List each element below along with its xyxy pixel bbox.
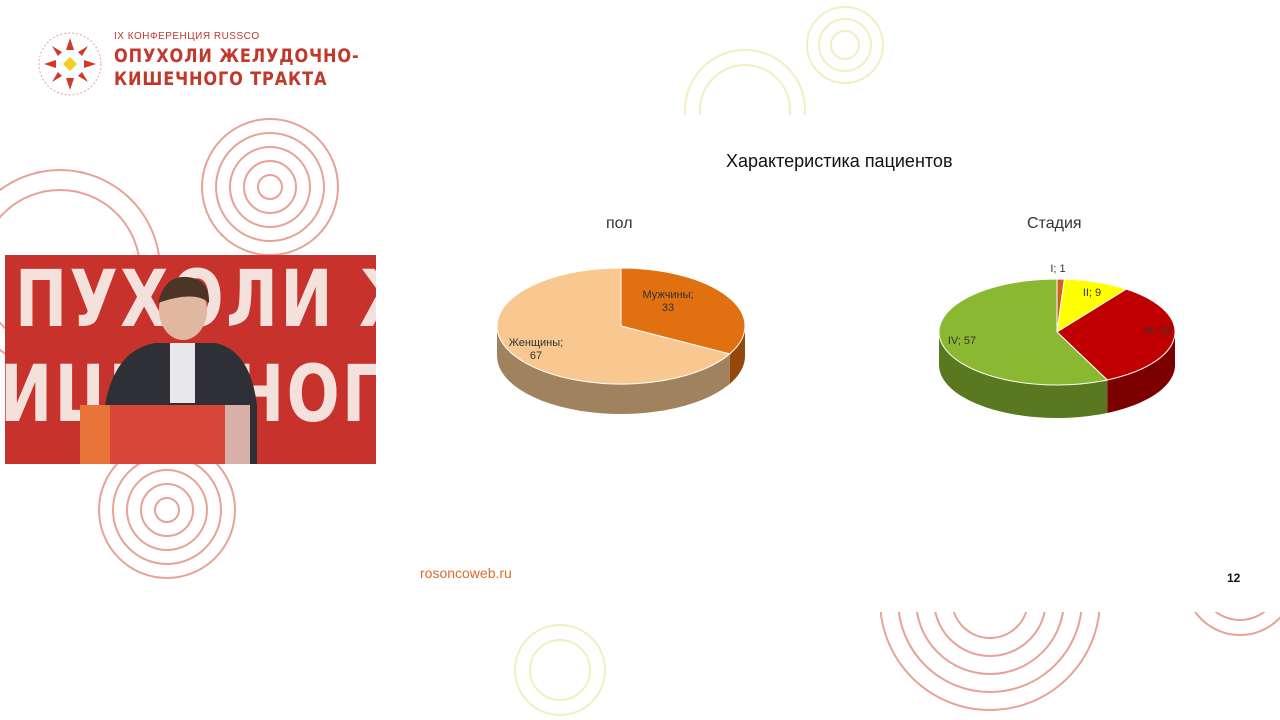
pie-side-Женщины bbox=[497, 326, 730, 414]
data-label-II: II; 9 bbox=[1083, 287, 1101, 299]
pie-side-III bbox=[1107, 332, 1175, 413]
russco-logo-icon bbox=[38, 32, 102, 96]
speaker-figure bbox=[80, 276, 257, 464]
website-link[interactable]: rosoncoweb.ru bbox=[420, 565, 512, 581]
conference-title-line1: ОПУХОЛИ ЖЕЛУДОЧНО- bbox=[114, 45, 360, 67]
conference-subtitle: IX КОНФЕРЕНЦИЯ RUSSCO bbox=[114, 31, 260, 42]
chart-title-sex: пол bbox=[606, 215, 633, 232]
pie-side-IV bbox=[939, 332, 1108, 418]
data-label-III: III; 33 bbox=[1144, 325, 1172, 337]
slide-title: Характеристика пациентов bbox=[726, 151, 953, 171]
page-number: 12 bbox=[1227, 571, 1241, 585]
speaker-video: ПУХОЛИ Ж ИШЕЧНОГО bbox=[5, 255, 376, 464]
data-label-IV: IV; 57 bbox=[948, 335, 976, 347]
data-label-Мужчины: Мужчины; 33 bbox=[642, 289, 693, 314]
pie-slice-III bbox=[1056, 288, 1176, 381]
conference-title-line2: КИШЕЧНОГО ТРАКТА bbox=[114, 68, 328, 90]
pie-slice-Мужчины bbox=[620, 267, 746, 355]
data-label-Женщины: Женщины; 67 bbox=[509, 337, 563, 362]
pie-slice-IV bbox=[938, 278, 1109, 386]
chart-title-stage: Стадия bbox=[1027, 215, 1082, 232]
data-label-I: I; 1 bbox=[1050, 263, 1065, 275]
pie-slice-Женщины bbox=[496, 267, 731, 385]
